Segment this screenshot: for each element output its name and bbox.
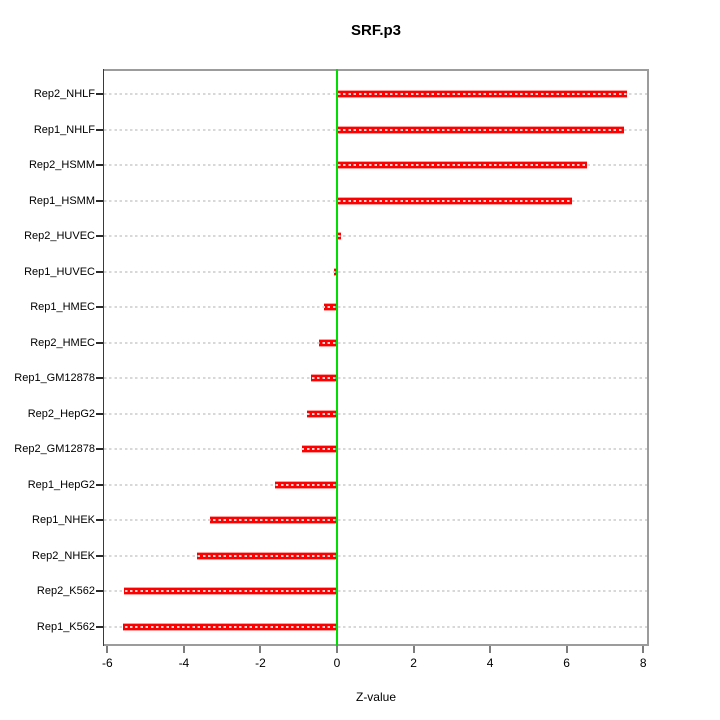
x-axis-tick <box>565 646 568 653</box>
y-axis-tick <box>96 235 103 238</box>
row-guide-dotted-line <box>104 590 647 593</box>
y-axis-category-label: Rep1_HMEC <box>30 301 95 314</box>
x-axis-tick-label: 0 <box>333 656 341 670</box>
y-axis-category-label: Rep1_NHEK <box>32 514 95 527</box>
y-axis-tick <box>96 412 103 415</box>
x-axis-label: Z-value <box>355 690 396 704</box>
y-axis-tick <box>96 448 103 451</box>
y-axis-tick <box>96 341 103 344</box>
x-axis-tick <box>259 646 262 653</box>
x-axis-tick-label: -4 <box>178 656 190 670</box>
y-axis-tick <box>96 377 103 380</box>
x-axis-tick-label: 2 <box>410 656 417 670</box>
row-guide-dotted-line <box>104 625 647 628</box>
row-guide-dotted-line <box>104 199 647 202</box>
y-axis-tick <box>96 164 103 167</box>
y-axis-tick <box>96 483 103 486</box>
y-axis-tick <box>96 199 103 202</box>
y-axis-tick <box>96 93 103 95</box>
y-axis-category-label: Rep1_NHLF <box>33 123 95 136</box>
y-axis-tick <box>96 519 103 522</box>
x-axis-tick-label: 4 <box>486 656 494 670</box>
row-guide-dotted-line <box>104 519 647 522</box>
y-axis-category-label: Rep1_HSMM <box>28 194 95 207</box>
row-guide-dotted-line <box>104 93 647 95</box>
y-axis-category-label: Rep2_K562 <box>36 585 95 598</box>
x-axis-tick-label: 6 <box>563 656 570 670</box>
y-axis-category-label: Rep1_K562 <box>36 620 95 633</box>
y-axis-tick <box>96 590 103 593</box>
x-axis-tick <box>489 646 492 653</box>
plot-border-bottom <box>103 644 649 646</box>
y-axis-category-label: Rep1_HUVEC <box>24 265 95 278</box>
row-guide-dotted-line <box>104 554 647 557</box>
row-guide-dotted-line <box>104 341 647 344</box>
x-axis-tick <box>106 646 109 653</box>
row-guide-dotted-line <box>104 164 647 167</box>
y-axis-tick <box>96 625 103 628</box>
x-axis-tick <box>336 646 338 653</box>
row-guide-dotted-line <box>104 483 647 486</box>
y-axis-tick <box>96 554 103 557</box>
y-axis-category-label: Rep1_HepG2 <box>27 478 95 491</box>
y-axis-category-label: Rep2_NHLF <box>33 88 95 100</box>
row-guide-dotted-line <box>104 377 647 380</box>
plot-border-left <box>103 69 104 646</box>
row-guide-dotted-line <box>104 128 647 131</box>
y-axis-tick <box>96 306 103 309</box>
plot-border-right <box>647 69 649 646</box>
y-axis-category-label: Rep2_HUVEC <box>24 230 95 243</box>
y-axis-tick <box>96 270 103 273</box>
y-axis-category-label: Rep1_GM12878 <box>14 372 95 385</box>
row-guide-dotted-line <box>104 270 647 273</box>
y-axis-tick <box>96 128 103 131</box>
x-axis-tick <box>182 646 185 653</box>
row-guide-dotted-line <box>104 306 647 309</box>
y-axis-category-label: Rep2_GM12878 <box>14 443 95 456</box>
row-guide-dotted-line <box>104 412 647 415</box>
row-guide-dotted-line <box>104 235 647 238</box>
row-guide-dotted-line <box>104 448 647 451</box>
y-axis-category-label: Rep2_HSMM <box>28 159 95 172</box>
x-axis-tick-label: 8 <box>639 656 647 670</box>
y-axis-category-label: Rep2_NHEK <box>32 549 95 562</box>
x-axis-tick <box>412 646 415 653</box>
plot-border-top <box>103 69 649 71</box>
y-axis-category-label: Rep2_HMEC <box>30 336 95 349</box>
x-axis-tick-label: -6 <box>102 656 113 670</box>
chart-title: SRF.p3 <box>350 22 401 39</box>
x-axis-tick-label: -2 <box>255 656 266 670</box>
y-axis-category-label: Rep2_HepG2 <box>27 407 95 420</box>
x-axis-tick <box>642 646 645 653</box>
zero-reference-line <box>336 69 338 646</box>
